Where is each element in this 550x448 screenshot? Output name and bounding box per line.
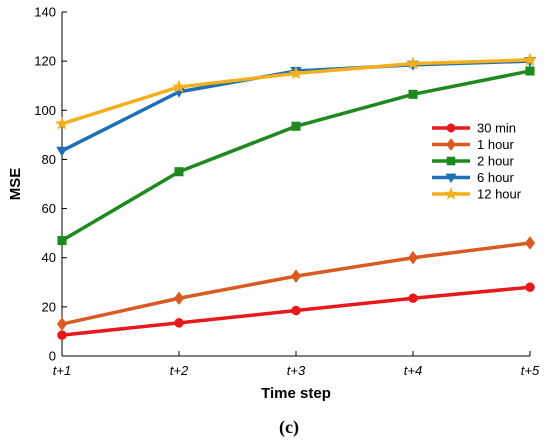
legend-entry: 2 hour — [432, 154, 515, 169]
y-tick-label: 140 — [34, 5, 56, 20]
data-point — [57, 330, 67, 340]
series-lines — [55, 52, 537, 340]
legend-marker — [446, 123, 456, 133]
data-point — [56, 317, 68, 331]
data-point — [291, 305, 301, 316]
x-tick-label: t+2 — [170, 363, 189, 378]
legend-entry: 1 hour — [432, 137, 515, 152]
legend-marker — [445, 173, 457, 184]
y-tick-label: 120 — [34, 54, 56, 69]
data-point — [407, 251, 419, 265]
data-point — [291, 121, 301, 131]
legend-label: 30 min — [477, 121, 516, 136]
y-tick-label: 20 — [42, 299, 56, 314]
x-tick-label: t+3 — [287, 363, 306, 378]
data-point — [57, 235, 67, 246]
data-point — [174, 318, 184, 328]
data-point — [289, 66, 303, 80]
data-point — [525, 66, 535, 76]
legend-marker — [446, 156, 456, 166]
data-point — [525, 282, 535, 292]
data-point — [174, 167, 184, 177]
series-12-hour — [55, 52, 537, 130]
series-2-hour — [57, 66, 535, 246]
x-axis-label: Time step — [261, 385, 331, 402]
x-tick-label: t+5 — [521, 363, 540, 378]
y-axis-label: MSE — [7, 168, 24, 201]
y-tick-label: 60 — [42, 201, 56, 216]
y-tick-label: 80 — [42, 152, 56, 167]
data-point — [523, 52, 537, 66]
figure-caption: (c) — [279, 417, 299, 438]
legend-marker — [446, 138, 456, 151]
legend-label: 6 hour — [477, 170, 515, 185]
legend-label: 2 hour — [477, 154, 515, 169]
data-point — [406, 56, 420, 70]
y-tick-label: 0 — [49, 349, 56, 364]
data-point — [173, 291, 185, 305]
series-line — [61, 69, 531, 243]
axes: 0 20 40 60 80 100 120 140 t+1 t+2 t+3 t+4 t+5 — [34, 5, 540, 379]
data-point — [290, 269, 302, 283]
legend-entry: 6 hour — [432, 170, 515, 185]
legend-entry: 12 hour — [432, 187, 522, 202]
y-tick-label: 40 — [42, 250, 56, 265]
x-tick-label: t+1 — [53, 363, 71, 378]
data-point — [56, 146, 68, 157]
data-point — [172, 79, 186, 93]
data-point — [408, 89, 418, 99]
legend-label: 12 hour — [477, 187, 522, 202]
series-30-min — [57, 282, 535, 340]
legend-entry: 30 min — [432, 121, 516, 136]
series-1-hour — [56, 236, 536, 331]
legend-label: 1 hour — [477, 137, 515, 152]
data-point — [55, 116, 69, 130]
y-tick-label: 100 — [34, 103, 56, 118]
data-point — [524, 236, 536, 250]
legend-marker — [444, 187, 458, 200]
data-point — [408, 293, 418, 304]
x-tick-label: t+4 — [404, 363, 422, 378]
